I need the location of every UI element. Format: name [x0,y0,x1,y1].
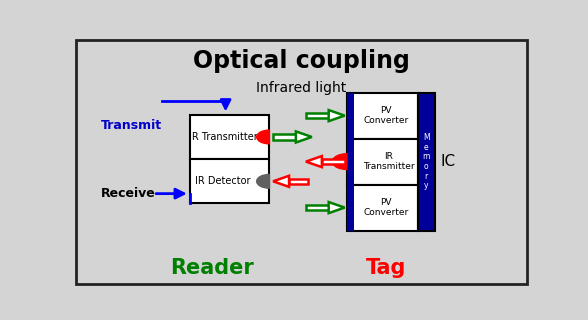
Text: PV
Converter: PV Converter [363,106,409,125]
Text: Optical coupling: Optical coupling [193,49,410,73]
Polygon shape [329,202,345,213]
Text: Receive: Receive [101,187,156,200]
Polygon shape [273,176,289,187]
Bar [306,205,329,210]
Polygon shape [306,156,322,167]
Bar [347,139,354,185]
Text: Reader: Reader [171,258,255,277]
Bar [289,179,308,184]
Bar [306,113,329,118]
Text: IR Transmitter: IR Transmitter [189,132,258,142]
Text: IC: IC [440,154,456,169]
Text: PV
Converter: PV Converter [363,198,409,217]
Wedge shape [332,154,347,170]
Text: IR
Transmitter: IR Transmitter [363,152,415,171]
Bar [190,115,269,159]
Bar [347,92,417,139]
Text: IR Detector: IR Detector [195,176,251,186]
Bar [417,92,435,231]
Bar [273,134,296,140]
Bar [190,159,269,204]
Text: Tag: Tag [366,258,406,277]
Bar [347,185,354,231]
Wedge shape [257,174,269,188]
Text: Transmit: Transmit [101,119,162,132]
Bar [347,139,417,185]
Bar [347,185,417,231]
Text: M
e
m
o
r
y: M e m o r y [423,133,430,190]
Bar [347,92,354,139]
Text: Infrared light: Infrared light [256,81,346,95]
Wedge shape [257,130,269,144]
Polygon shape [296,132,312,142]
Polygon shape [329,110,345,121]
Bar [322,159,345,164]
